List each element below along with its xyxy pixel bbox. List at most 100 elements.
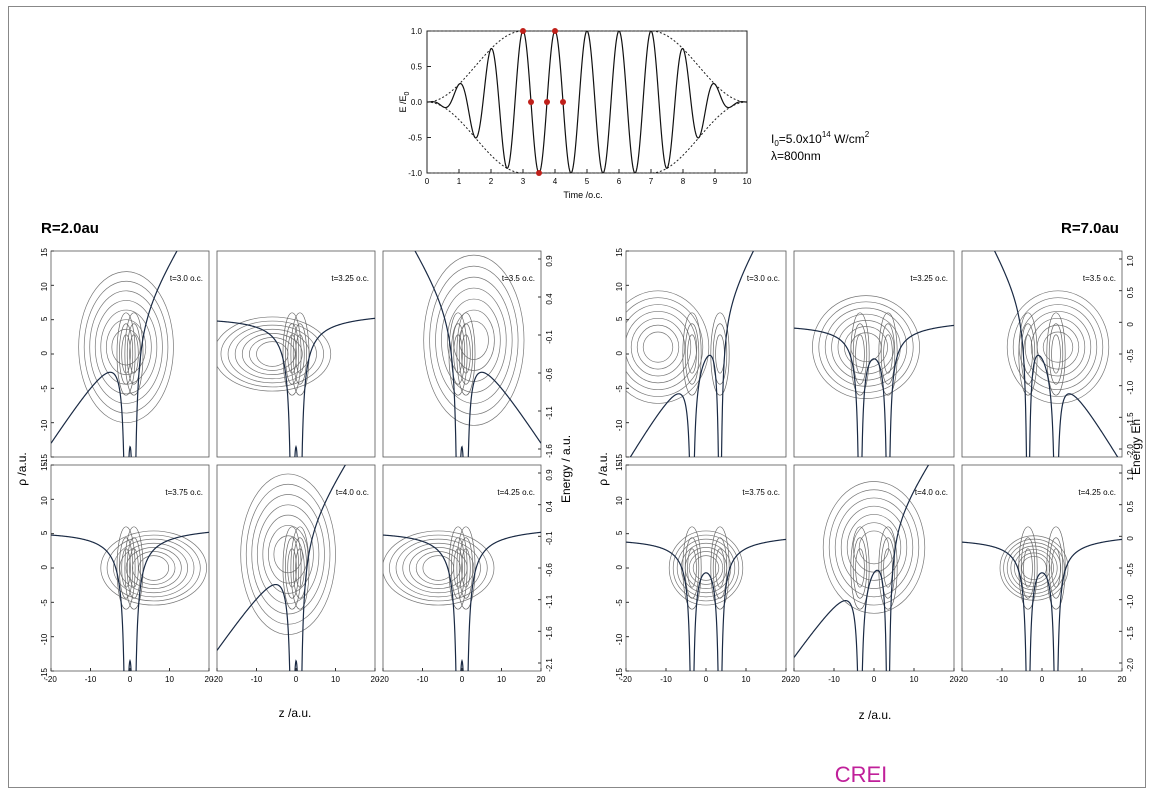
nucleus-contour xyxy=(450,537,466,599)
nucleus-contour xyxy=(1046,312,1066,396)
nucleus-contour xyxy=(129,548,139,588)
z-tick-label: -20 xyxy=(211,675,223,684)
density-contour xyxy=(220,320,324,388)
snapshot-panel-4: t=4.0 o.c. -20 -10 0 10 20 xyxy=(788,464,959,684)
pulse-y-label: E /E0 xyxy=(398,91,411,112)
panel-time-label: t=4.25 o.c. xyxy=(1078,488,1116,497)
panel-time-label: t=3.75 o.c. xyxy=(165,488,203,497)
z-tick-label: 0 xyxy=(704,675,709,684)
potential-curve xyxy=(383,531,541,671)
density-contour xyxy=(78,271,174,424)
rho-tick-label: 5 xyxy=(615,316,624,321)
energy-tick-label: -1.1 xyxy=(545,406,554,420)
nucleus-contour xyxy=(284,323,300,385)
z-tick-label: 0 xyxy=(1040,675,1045,684)
nucleus-contour xyxy=(1023,548,1033,588)
potential-curve xyxy=(414,251,541,457)
panel-frame xyxy=(382,250,542,458)
pulse-lines xyxy=(427,31,747,173)
left-energy-label-group: Energy / a.u. xyxy=(559,435,573,503)
right-z-label: z /a.u. xyxy=(859,708,892,722)
energy-tick-label: -1.5 xyxy=(1126,626,1135,640)
density-contour xyxy=(106,534,201,602)
density-contour xyxy=(626,290,710,404)
panel-frame xyxy=(50,464,210,672)
panel-time-label: t=3.5 o.c. xyxy=(1083,274,1116,283)
energy-tick-label: 0.9 xyxy=(545,255,554,267)
nucleus-contour xyxy=(124,312,144,396)
nucleus-contour xyxy=(1020,323,1036,385)
crei-label: CREI xyxy=(835,762,888,787)
nucleus-contour xyxy=(715,548,725,588)
rho-tick-label: 0 xyxy=(40,564,49,569)
nucleus-contour xyxy=(684,323,700,385)
z-tick-label: -10 xyxy=(660,675,672,684)
potential-curve xyxy=(626,538,786,671)
z-tick-label: 10 xyxy=(910,675,919,684)
nucleus-contour xyxy=(282,526,302,610)
z-tick-label: -10 xyxy=(417,675,429,684)
z-tick-label: 10 xyxy=(497,675,506,684)
z-tick-label: 20 xyxy=(537,675,546,684)
density-contour xyxy=(458,320,489,360)
snapshot-panel-2: t=3.5 o.c. 0.9 0.4 -0.1 -0.6 -1.1 -1.6 xyxy=(382,250,554,458)
nucleus-contour xyxy=(1018,526,1038,610)
rho-tick-label: -15 xyxy=(40,667,49,679)
z-tick-label: 0 xyxy=(294,675,299,684)
pulse-x-tick-label: 6 xyxy=(617,177,622,186)
snapshot-panel-4: t=4.0 o.c. -20 -10 0 10 20 xyxy=(211,464,380,684)
snapshot-panel-1: t=3.25 o.c. xyxy=(216,250,376,458)
density-contour xyxy=(441,287,507,393)
energy-tick-label: -2.0 xyxy=(1126,444,1135,458)
pulse-chart: 0 1 2 3 4 5 6 7 8 9 10 1.0 0.5 0.0 -0.5 -1.0 Time /o.c… xyxy=(398,27,870,200)
density-contour xyxy=(626,297,704,397)
pulse-field-line xyxy=(427,31,747,173)
left-panel-group: t=3.0 o.c. 15 10 5 0 -5 -10 -15 t=3.25 o.c. t=3.5… xyxy=(40,247,554,684)
density-contour xyxy=(217,316,332,392)
density-contour xyxy=(256,504,320,605)
density-contour xyxy=(83,280,169,414)
density-contour xyxy=(822,481,926,614)
panel-frame xyxy=(793,464,955,672)
z-tick-label: 20 xyxy=(1118,675,1127,684)
pulse-marker-5 xyxy=(560,99,566,105)
rho-tick-label: 0 xyxy=(615,350,624,355)
nucleus-contour xyxy=(1051,334,1061,374)
z-tick-label: 20 xyxy=(782,675,791,684)
pulse-x-tick-label: 2 xyxy=(489,177,494,186)
rho-tick-label: 10 xyxy=(615,282,624,291)
nucleus-contour xyxy=(284,537,300,599)
potential-curve xyxy=(629,251,755,457)
pulse-x-tick-label: 0 xyxy=(425,177,430,186)
pulse-y-tick-label: 1.0 xyxy=(411,27,423,36)
pulse-y-tick-label: 0.5 xyxy=(411,63,423,72)
panel-time-label: t=3.0 o.c. xyxy=(170,274,203,283)
nucleus-contour xyxy=(461,334,471,374)
density-contour xyxy=(138,555,170,581)
nucleus-contour xyxy=(880,323,896,385)
wavelength-label: λ=800nm xyxy=(771,149,821,163)
density-contour xyxy=(818,301,914,393)
figure-frame: 0 1 2 3 4 5 6 7 8 9 10 1.0 0.5 0.0 -0.5 -1.0 Time /o.c… xyxy=(8,6,1146,788)
nucleus-contour xyxy=(883,334,893,374)
nucleus-contour xyxy=(852,323,868,385)
panel-time-label: t=4.0 o.c. xyxy=(336,488,369,497)
nucleus-contour xyxy=(883,548,893,588)
energy-tick-label: -0.6 xyxy=(545,368,554,382)
panel-time-label: t=3.25 o.c. xyxy=(910,274,948,283)
z-tick-label: -20 xyxy=(45,675,57,684)
density-contour xyxy=(676,538,736,598)
nucleus-contour xyxy=(448,312,468,396)
nucleus-contour xyxy=(712,323,728,385)
density-contour xyxy=(94,300,158,395)
density-contour xyxy=(840,505,908,589)
pulse-points xyxy=(520,28,566,176)
snapshot-panel-5: t=4.25 o.c. 1.0 0.5 0 -0.5 -1.0 -1.5 -2.0 -20 -10… xyxy=(956,464,1135,684)
rho-tick-label: 5 xyxy=(40,316,49,321)
density-contour xyxy=(1042,331,1074,363)
z-tick-label: 0 xyxy=(128,675,133,684)
z-tick-label: 20 xyxy=(950,675,959,684)
z-tick-label: 10 xyxy=(1078,675,1087,684)
right-section-title: R=7.0au xyxy=(1061,220,1119,237)
rho-tick-label: -15 xyxy=(40,453,49,465)
